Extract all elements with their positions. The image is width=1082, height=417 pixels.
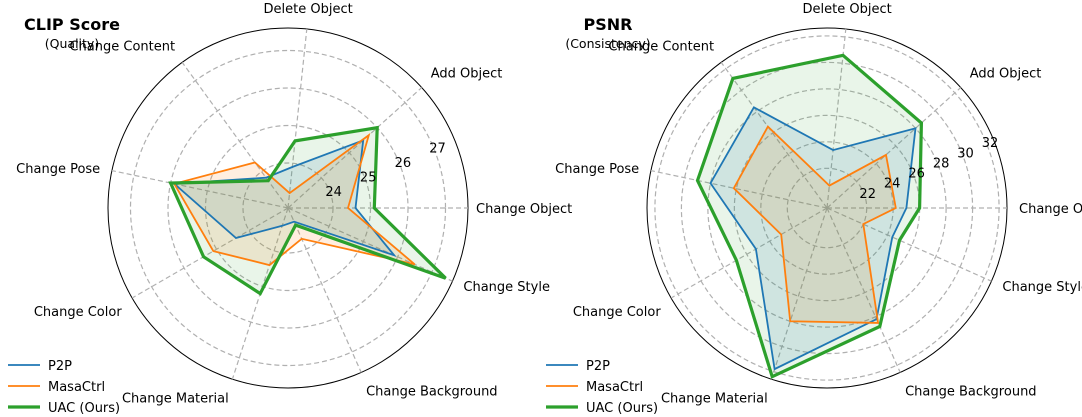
radar-grid-circle — [129, 49, 447, 367]
radial-tick-label: 24 — [325, 185, 342, 200]
series-line-uac-ours — [695, 53, 924, 379]
category-label-delete-object: Delete Object — [264, 2, 353, 17]
category-label-change-pose: Change Pose — [16, 162, 100, 177]
radar-spoke-change-material — [770, 207, 828, 380]
series-line-masactrl — [172, 132, 416, 267]
chart-subtitle: (Consistency) — [565, 36, 650, 51]
category-label-change-object: Change Object — [1019, 202, 1082, 217]
chart-legend: P2P MasaCtrl UAC (Ours) — [8, 359, 120, 416]
series-area-uac-ours — [697, 55, 922, 377]
radar-grid-circle — [786, 167, 868, 249]
radar-grid-circle — [707, 88, 947, 328]
legend-label-uac-ours: UAC (Ours) — [586, 401, 658, 416]
category-label-change-material: Change Material — [661, 392, 768, 407]
category-label-change-style: Change Style — [463, 280, 550, 295]
radar-spoke-change-style — [287, 207, 453, 282]
radial-tick-label: 32 — [982, 136, 999, 151]
category-label-change-background: Change Background — [905, 384, 1036, 399]
legend-label-uac-ours: UAC (Ours) — [48, 401, 120, 416]
series-area-p2p — [174, 140, 395, 256]
category-label-change-pose: Change Pose — [555, 162, 639, 177]
chart-legend: P2P MasaCtrl UAC (Ours) — [546, 359, 658, 416]
clip-score-radar-panel: 24 25 26 27 Change Object Add Object Delete Ob… — [8, 2, 572, 416]
legend-label-masactrl: MasaCtrl — [586, 380, 643, 395]
series-line-uac-ours — [168, 125, 447, 296]
radial-tick-label: 22 — [859, 187, 876, 202]
radial-tick-label: 25 — [360, 170, 377, 185]
radar-spoke-delete-object — [826, 28, 847, 209]
category-label-change-content: Change Content — [69, 40, 175, 55]
category-label-change-color: Change Color — [573, 305, 662, 320]
category-label-change-object: Change Object — [476, 202, 572, 217]
chart-title: PSNR — [584, 15, 633, 34]
radar-spoke-change-pose — [111, 169, 289, 209]
category-label-add-object: Add Object — [970, 67, 1042, 82]
radial-tick-label: 26 — [908, 167, 925, 182]
category-label-delete-object: Delete Object — [803, 2, 892, 17]
radial-tick-label: 30 — [957, 146, 974, 161]
category-label-change-color: Change Color — [34, 305, 123, 320]
radar-spoke-change-style — [826, 207, 992, 282]
series-line-masactrl — [732, 125, 897, 324]
radial-tick-label: 27 — [429, 142, 446, 157]
radar-spoke-change-pose — [650, 169, 828, 209]
category-label-change-material: Change Material — [122, 392, 229, 407]
legend-label-p2p: P2P — [48, 359, 72, 374]
radar-spoke-add-object — [826, 87, 962, 209]
radar-spoke-change-content — [720, 62, 828, 209]
category-label-change-content: Change Content — [608, 40, 714, 55]
chart-title: CLIP Score — [24, 15, 120, 34]
radar-spoke-change-color — [670, 207, 828, 299]
radar-spoke-change-content — [181, 62, 289, 209]
psnr-radar-panel: 22 24 26 28 30 32 Change Object Add Object Delet… — [546, 2, 1082, 416]
category-label-add-object: Add Object — [431, 67, 503, 82]
series-area-uac-ours — [170, 127, 446, 294]
category-label-change-background: Change Background — [366, 384, 497, 399]
radar-spoke-delete-object — [287, 28, 308, 209]
series-line-p2p — [709, 106, 917, 371]
series-area-p2p — [710, 107, 916, 370]
radial-tick-label: 28 — [933, 156, 950, 171]
radar-spoke-change-background — [826, 207, 901, 373]
category-label-change-style: Change Style — [1002, 280, 1082, 295]
legend-label-p2p: P2P — [586, 359, 610, 374]
series-area-masactrl — [174, 135, 415, 266]
radar-spoke-add-object — [287, 87, 423, 209]
chart-subtitle: (Quality) — [45, 36, 99, 51]
legend-label-masactrl: MasaCtrl — [48, 380, 105, 395]
radar-spoke-change-color — [131, 207, 289, 299]
radial-tick-label: 24 — [884, 177, 901, 192]
series-line-p2p — [172, 138, 397, 258]
radial-tick-label: 26 — [395, 156, 412, 171]
series-area-masactrl — [733, 126, 896, 323]
radar-spoke-change-background — [287, 207, 362, 373]
